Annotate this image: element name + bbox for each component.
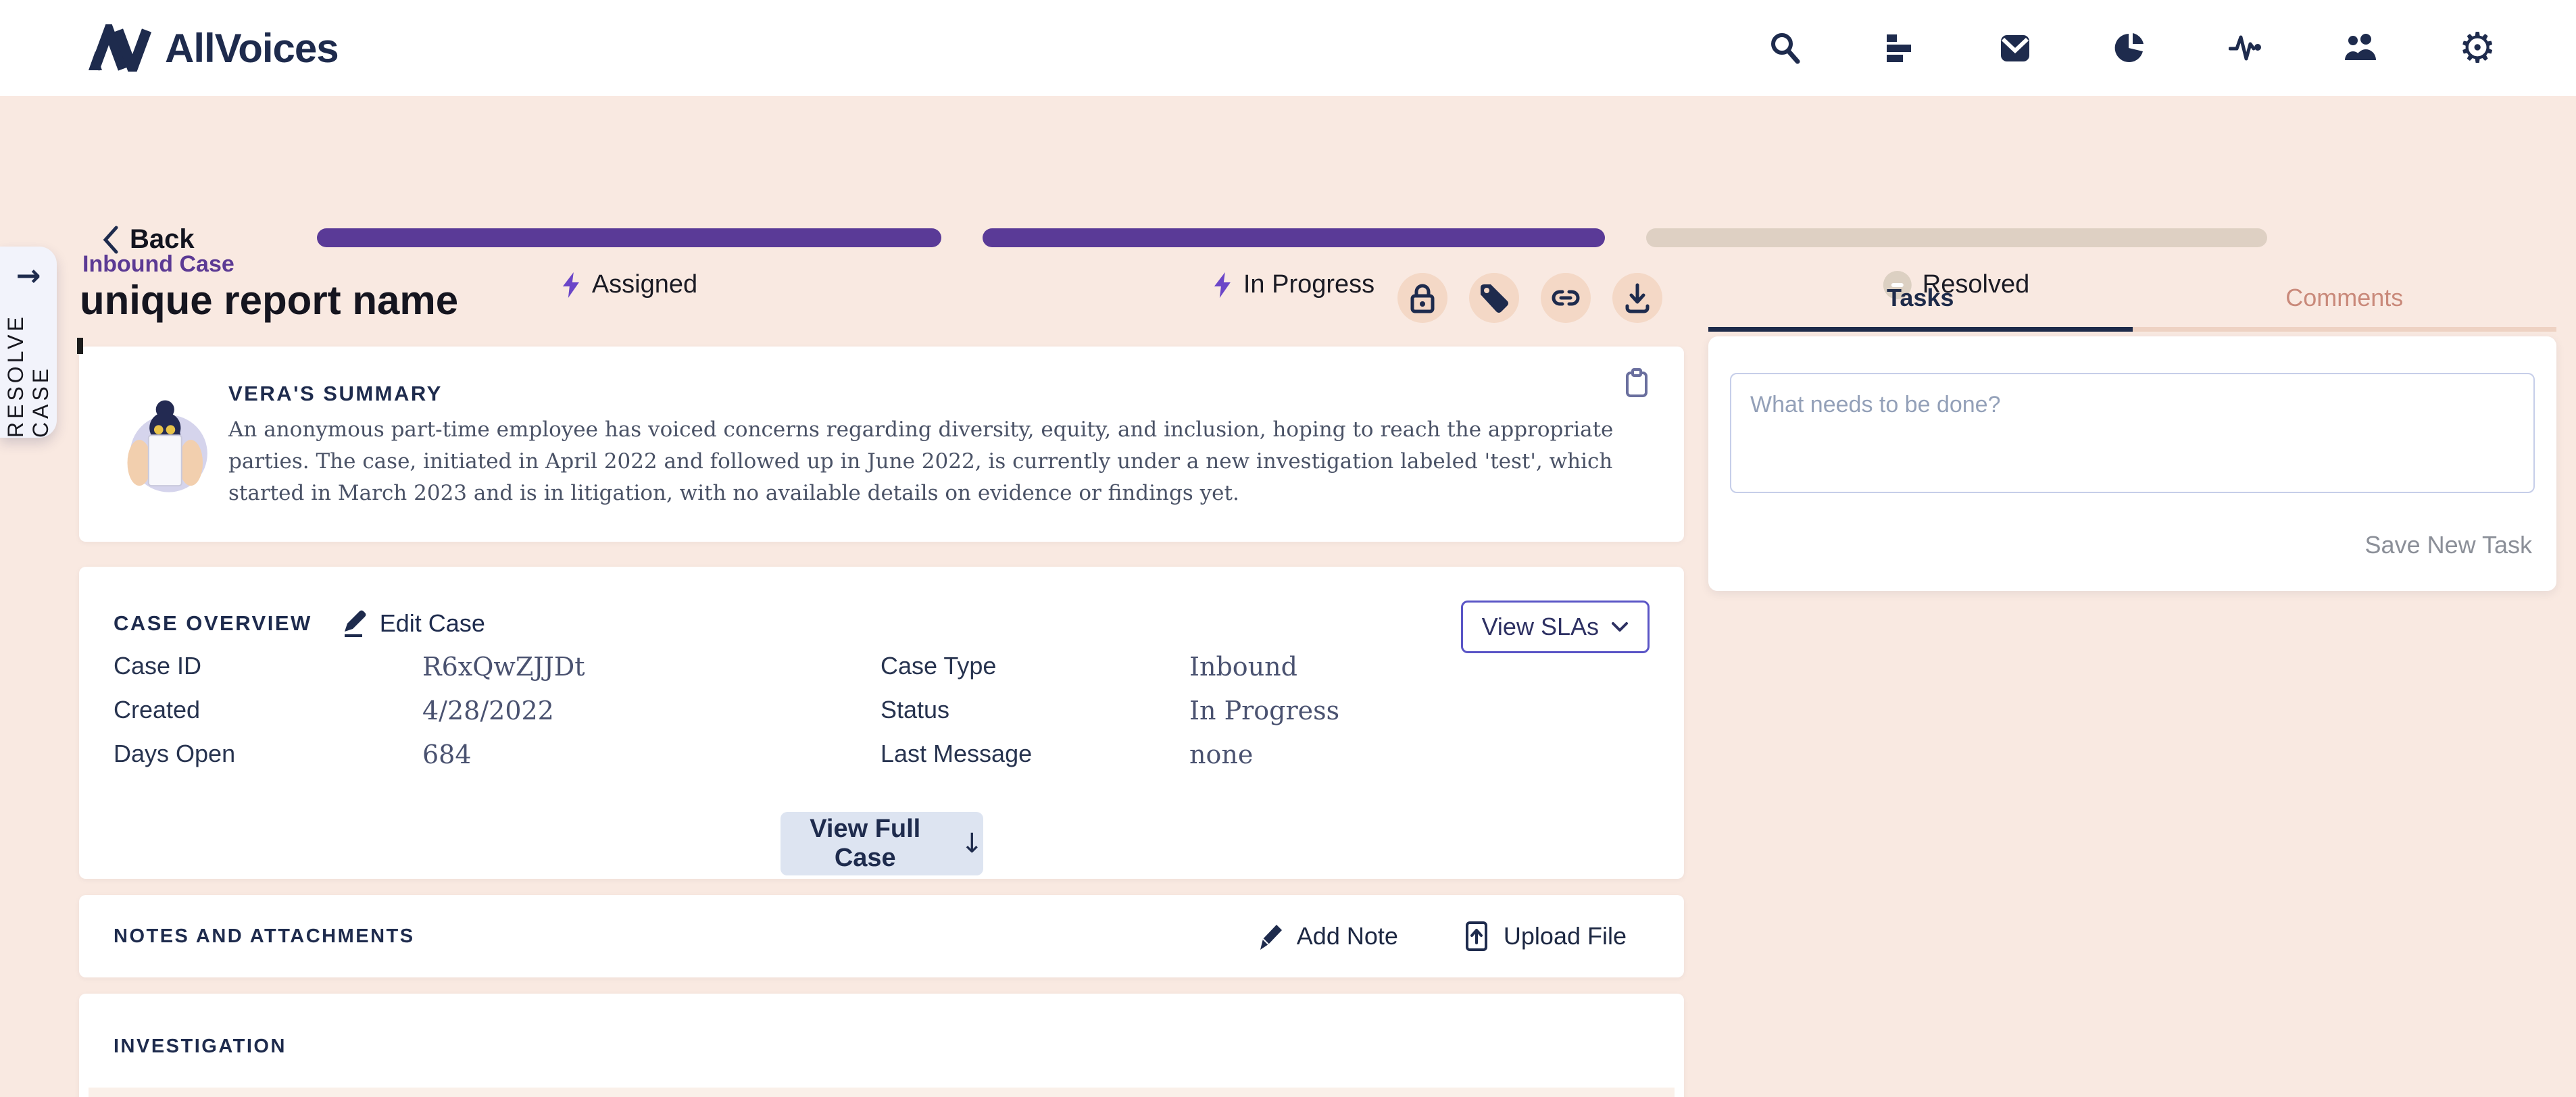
field-label: Last Message [881,740,1033,767]
step-resolved: Resolved [1883,270,2029,299]
arrow-down-icon: ↓ [960,828,983,859]
save-new-task-button[interactable]: Save New Task [2364,531,2532,559]
allvoices-logo-icon [89,24,151,72]
upload-file-button[interactable]: Upload File [1463,921,1627,952]
lock-icon [1410,284,1435,313]
overview-heading: CASE OVERVIEW [114,611,312,635]
field-value: Inbound [1189,652,1297,682]
field-value: In Progress [1189,696,1340,725]
progress-bar-in-progress [983,228,1605,247]
vera-summary-card: VERA'S SUMMARY An anonymous part-time em… [77,338,1684,542]
activity-icon[interactable] [2229,32,2262,64]
pie-chart-icon[interactable] [2114,32,2146,64]
view-full-case-button[interactable]: View Full Case ↓ [781,812,983,875]
field-label: Status [881,696,950,723]
field-value: 4/28/2022 [422,696,554,725]
step-label: In Progress [1243,270,1375,299]
back-button[interactable]: Back [101,224,195,255]
brand-name: AllVoices [165,25,339,71]
poll-icon[interactable] [1884,32,1916,64]
investigation-heading: INVESTIGATION [114,1036,287,1057]
resolve-case-tab[interactable]: → RESOLVE CASE [0,247,57,438]
vera-avatar [127,400,207,492]
upload-file-label: Upload File [1503,922,1627,950]
pencil-icon [344,610,366,637]
tab-comments[interactable]: Comments [2285,284,2404,311]
link-icon [1552,290,1580,306]
case-title: unique report name [80,278,459,323]
investigation-card: INVESTIGATION [79,994,1684,1097]
summary-body: An anonymous part-time employee has voic… [228,417,1614,505]
case-progress-header: Back Assigned In Progress Resolved [0,96,2576,299]
new-task-card: Save New Task [1708,336,2556,591]
mail-icon[interactable] [1999,32,2031,64]
download-icon [1625,283,1650,313]
case-type-kicker: Inbound Case [82,251,234,277]
add-note-label: Add Note [1296,922,1398,950]
view-full-case-label: View Full Case [810,815,921,872]
new-task-input[interactable] [1730,373,2535,493]
tags-button[interactable] [1469,273,1519,323]
add-note-button[interactable]: Add Note [1256,921,1398,951]
privacy-lock-button[interactable] [1397,273,1447,323]
bolt-icon [562,272,579,298]
field-value: none [1189,740,1254,769]
view-slas-label: View SLAs [1481,613,1599,640]
field-label: Case ID [114,652,202,680]
text-cursor-artifact [77,338,83,354]
people-icon[interactable] [2344,32,2377,64]
progress-bar-assigned [317,228,941,247]
field-label: Case Type [881,652,997,680]
edit-case-label: Edit Case [379,609,485,637]
step-label: Resolved [1922,270,2030,299]
add-note-icon [1260,925,1282,950]
bolt-icon [1214,272,1231,298]
tab-tasks[interactable]: Tasks [1887,284,1954,311]
allvoices-brand[interactable]: AllVoices [86,24,339,72]
field-label: Days Open [114,740,236,767]
investigation-inner-section [89,1088,1675,1097]
arrow-right-icon: → [16,259,41,293]
resolve-case-label: RESOLVE CASE [3,313,53,438]
case-overview-card: CASE OVERVIEW Edit Case View SLAs Case I… [79,567,1684,879]
back-label: Back [130,224,195,254]
progress-bar-resolved [1646,228,2267,247]
field-value: R6xQwZJJDt [422,652,585,682]
step-in-progress: In Progress [1212,270,1374,299]
tag-icon [1481,284,1508,313]
tab-underline [1708,327,2556,332]
summary-heading: VERA'S SUMMARY [228,382,443,405]
chevron-left-icon [103,226,118,253]
notes-heading: NOTES AND ATTACHMENTS [114,925,415,947]
right-panel-tabs: Tasks Comments [1708,284,2556,332]
dash-circle-icon [1883,270,1912,299]
field-label: Created [114,696,201,723]
upload-file-icon [1465,921,1487,951]
field-value: 684 [422,740,472,769]
case-action-buttons [1397,273,1662,323]
nav-icons: ⚙ [1769,23,2496,72]
view-slas-button[interactable]: View SLAs [1460,601,1650,653]
top-navbar: AllVoices ⚙ [0,0,2576,96]
step-label: Assigned [591,270,698,299]
notes-attachments-card: NOTES AND ATTACHMENTS Add Note Upload Fi… [79,895,1684,977]
copy-link-button[interactable] [1541,273,1591,323]
edit-case-button[interactable]: Edit Case [342,609,485,638]
download-case-button[interactable] [1612,273,1662,323]
settings-gear-icon[interactable]: ⚙ [2458,23,2496,72]
search-icon[interactable] [1769,32,1802,64]
copy-summary-button[interactable] [1622,367,1652,399]
chevron-down-icon [1612,622,1628,632]
step-assigned: Assigned [561,270,697,299]
